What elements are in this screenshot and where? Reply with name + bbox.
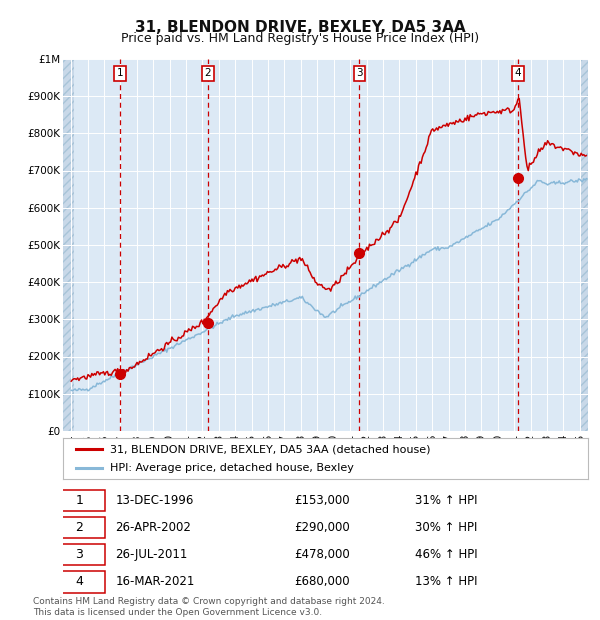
Text: HPI: Average price, detached house, Bexley: HPI: Average price, detached house, Bexl…	[110, 463, 354, 473]
Text: 13-DEC-1996: 13-DEC-1996	[115, 494, 194, 507]
Text: £478,000: £478,000	[294, 548, 350, 561]
Bar	[580, 59, 588, 431]
Text: Contains HM Land Registry data © Crown copyright and database right 2024.
This d: Contains HM Land Registry data © Crown c…	[33, 598, 385, 617]
Text: 13% ↑ HPI: 13% ↑ HPI	[415, 575, 477, 588]
Text: 1: 1	[116, 68, 123, 78]
FancyBboxPatch shape	[53, 572, 105, 593]
FancyBboxPatch shape	[53, 517, 105, 538]
Text: 2: 2	[205, 68, 211, 78]
FancyBboxPatch shape	[53, 544, 105, 565]
Text: £290,000: £290,000	[294, 521, 350, 534]
Bar	[580, 59, 588, 431]
Text: 4: 4	[514, 68, 521, 78]
Bar	[63, 59, 74, 431]
Text: 31, BLENDON DRIVE, BEXLEY, DA5 3AA (detached house): 31, BLENDON DRIVE, BEXLEY, DA5 3AA (deta…	[110, 444, 431, 454]
Text: 1: 1	[76, 494, 83, 507]
Text: 16-MAR-2021: 16-MAR-2021	[115, 575, 195, 588]
Text: 30% ↑ HPI: 30% ↑ HPI	[415, 521, 477, 534]
FancyBboxPatch shape	[53, 490, 105, 511]
Text: 31% ↑ HPI: 31% ↑ HPI	[415, 494, 477, 507]
Text: 46% ↑ HPI: 46% ↑ HPI	[415, 548, 478, 561]
Text: 26-APR-2002: 26-APR-2002	[115, 521, 191, 534]
Text: 4: 4	[76, 575, 83, 588]
Text: 26-JUL-2011: 26-JUL-2011	[115, 548, 188, 561]
Text: £680,000: £680,000	[294, 575, 350, 588]
Bar	[63, 59, 74, 431]
Text: 3: 3	[356, 68, 363, 78]
Text: £153,000: £153,000	[294, 494, 350, 507]
Text: 3: 3	[76, 548, 83, 561]
Text: Price paid vs. HM Land Registry's House Price Index (HPI): Price paid vs. HM Land Registry's House …	[121, 32, 479, 45]
Text: 31, BLENDON DRIVE, BEXLEY, DA5 3AA: 31, BLENDON DRIVE, BEXLEY, DA5 3AA	[134, 20, 466, 35]
Text: 2: 2	[76, 521, 83, 534]
